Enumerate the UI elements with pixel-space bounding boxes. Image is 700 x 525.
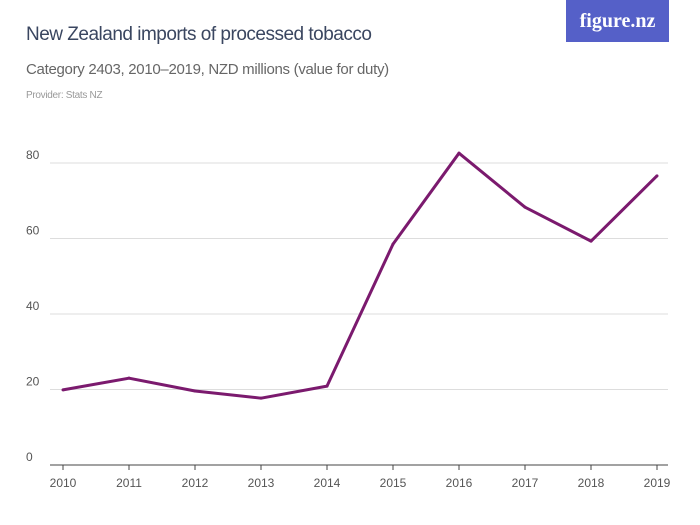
- x-tick-label: 2011: [116, 476, 142, 490]
- x-tick-label: 2013: [248, 476, 275, 490]
- x-tick-label: 2012: [182, 476, 209, 490]
- y-tick-label: 20: [26, 375, 40, 389]
- x-tick-label: 2017: [512, 476, 539, 490]
- y-tick-label: 80: [26, 148, 40, 162]
- data-point: [61, 388, 65, 392]
- data-point: [457, 151, 461, 155]
- x-tick-label: 2015: [380, 476, 407, 490]
- data-point: [259, 396, 263, 400]
- data-point: [391, 242, 395, 246]
- data-point: [589, 239, 593, 243]
- x-tick-label: 2014: [314, 476, 341, 490]
- data-point: [655, 174, 659, 178]
- data-point: [523, 205, 527, 209]
- chart-title: New Zealand imports of processed tobacco: [26, 24, 372, 45]
- data-point: [193, 389, 197, 393]
- y-tick-label: 60: [26, 224, 40, 238]
- x-tick-label: 2010: [50, 476, 77, 490]
- provider-note: Provider: Stats NZ: [26, 90, 103, 101]
- x-tick-label: 2019: [644, 476, 671, 490]
- figure-nz-logo[interactable]: figure.nz: [566, 0, 669, 42]
- chart-subtitle: Category 2403, 2010–2019, NZD millions (…: [26, 61, 389, 78]
- data-point: [127, 376, 131, 380]
- y-tick-label: 0: [26, 450, 33, 464]
- x-tick-label: 2016: [446, 476, 473, 490]
- data-point: [325, 384, 329, 388]
- series-line: [62, 151, 659, 400]
- y-tick-label: 40: [26, 299, 40, 313]
- x-tick-label: 2018: [578, 476, 605, 490]
